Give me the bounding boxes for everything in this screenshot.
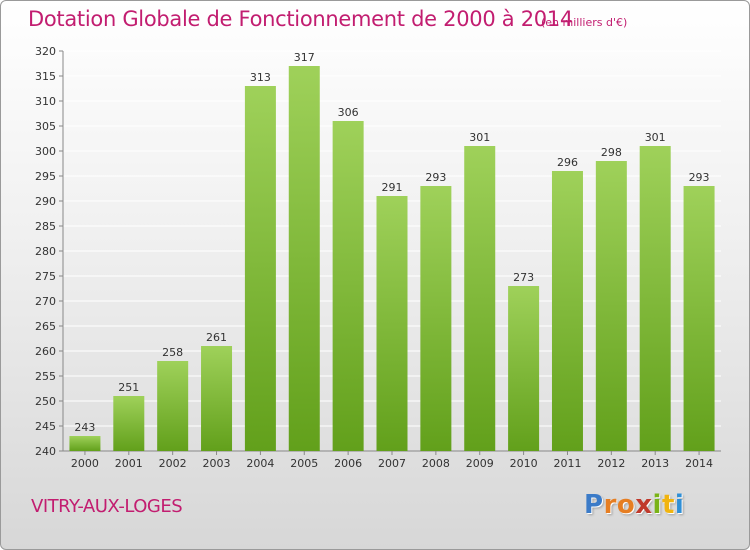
- bar: [464, 146, 496, 451]
- data-label: 243: [74, 421, 95, 434]
- bar: [639, 146, 671, 451]
- x-tick-label: 2002: [159, 457, 187, 470]
- y-tick-label: 265: [35, 320, 56, 333]
- logo-letter: t: [661, 490, 675, 520]
- y-tick-label: 275: [35, 270, 56, 283]
- y-tick-label: 280: [35, 245, 56, 258]
- data-label: 296: [557, 156, 578, 169]
- x-tick-label: 2009: [466, 457, 494, 470]
- logo-letter: P: [584, 490, 604, 520]
- data-label: 251: [118, 381, 139, 394]
- logo-letter: i: [674, 490, 685, 520]
- bar: [288, 66, 320, 451]
- y-tick-label: 320: [35, 45, 56, 58]
- y-tick-label: 255: [35, 370, 56, 383]
- x-tick-label: 2007: [378, 457, 406, 470]
- y-tick-label: 305: [35, 120, 56, 133]
- logo-letter: r: [603, 490, 617, 520]
- bar: [332, 121, 364, 451]
- data-label: 261: [206, 331, 227, 344]
- data-label: 317: [294, 51, 315, 64]
- commune-name: VITRY-AUX-LOGES: [31, 496, 183, 517]
- chart-subtitle: (en milliers d'€): [541, 16, 628, 29]
- x-tick-label: 2013: [641, 457, 669, 470]
- logo-letter: i: [652, 490, 662, 520]
- data-label: 313: [250, 71, 271, 84]
- x-tick-label: 2014: [685, 457, 713, 470]
- data-label: 293: [425, 171, 446, 184]
- x-tick-label: 2001: [115, 457, 143, 470]
- data-labels: 243 251 258 261 313 317 306 291 293 301 273 296 298 3…: [74, 51, 709, 434]
- x-tick-label: 2004: [246, 457, 274, 470]
- data-label: 273: [513, 271, 534, 284]
- y-tick-label: 295: [35, 170, 56, 183]
- data-label: 301: [469, 131, 490, 144]
- logo-letter: o: [616, 490, 636, 520]
- data-label: 306: [338, 106, 359, 119]
- chart-title: Dotation Globale de Fonctionnement de 20…: [28, 7, 573, 31]
- bar: [157, 361, 189, 451]
- bar: [376, 196, 408, 451]
- x-tick-label: 2005: [290, 457, 318, 470]
- x-tick-label: 2011: [553, 457, 581, 470]
- bar: [113, 396, 145, 451]
- x-tick-label: 2008: [422, 457, 450, 470]
- y-tick-label: 300: [35, 145, 56, 158]
- x-tick-label: 2000: [71, 457, 99, 470]
- logo-letter: x: [635, 490, 653, 520]
- bar: [508, 286, 540, 451]
- proxiti-logo[interactable]: Proxiti: [584, 490, 684, 520]
- bar: [69, 436, 101, 451]
- data-label: 258: [162, 346, 183, 359]
- data-label: 298: [601, 146, 622, 159]
- y-tick-label: 290: [35, 195, 56, 208]
- y-tick-label: 310: [35, 95, 56, 108]
- y-tick-label: 245: [35, 420, 56, 433]
- bar: [244, 86, 276, 451]
- bar: [201, 346, 233, 451]
- data-label: 301: [645, 131, 666, 144]
- x-tick-label: 2012: [597, 457, 625, 470]
- data-label: 291: [382, 181, 403, 194]
- x-tick-label: 2010: [510, 457, 538, 470]
- bar: [420, 186, 452, 451]
- data-label: 293: [689, 171, 710, 184]
- y-tick-label: 285: [35, 220, 56, 233]
- bar: [595, 161, 627, 451]
- y-tick-label: 270: [35, 295, 56, 308]
- y-tick-label: 315: [35, 70, 56, 83]
- y-tick-label: 240: [35, 445, 56, 458]
- bar: [683, 186, 715, 451]
- x-tick-label: 2003: [203, 457, 231, 470]
- bars: [69, 66, 715, 451]
- y-tick-label: 250: [35, 395, 56, 408]
- y-tick-label: 260: [35, 345, 56, 358]
- bar: [551, 171, 583, 451]
- x-tick-label: 2006: [334, 457, 362, 470]
